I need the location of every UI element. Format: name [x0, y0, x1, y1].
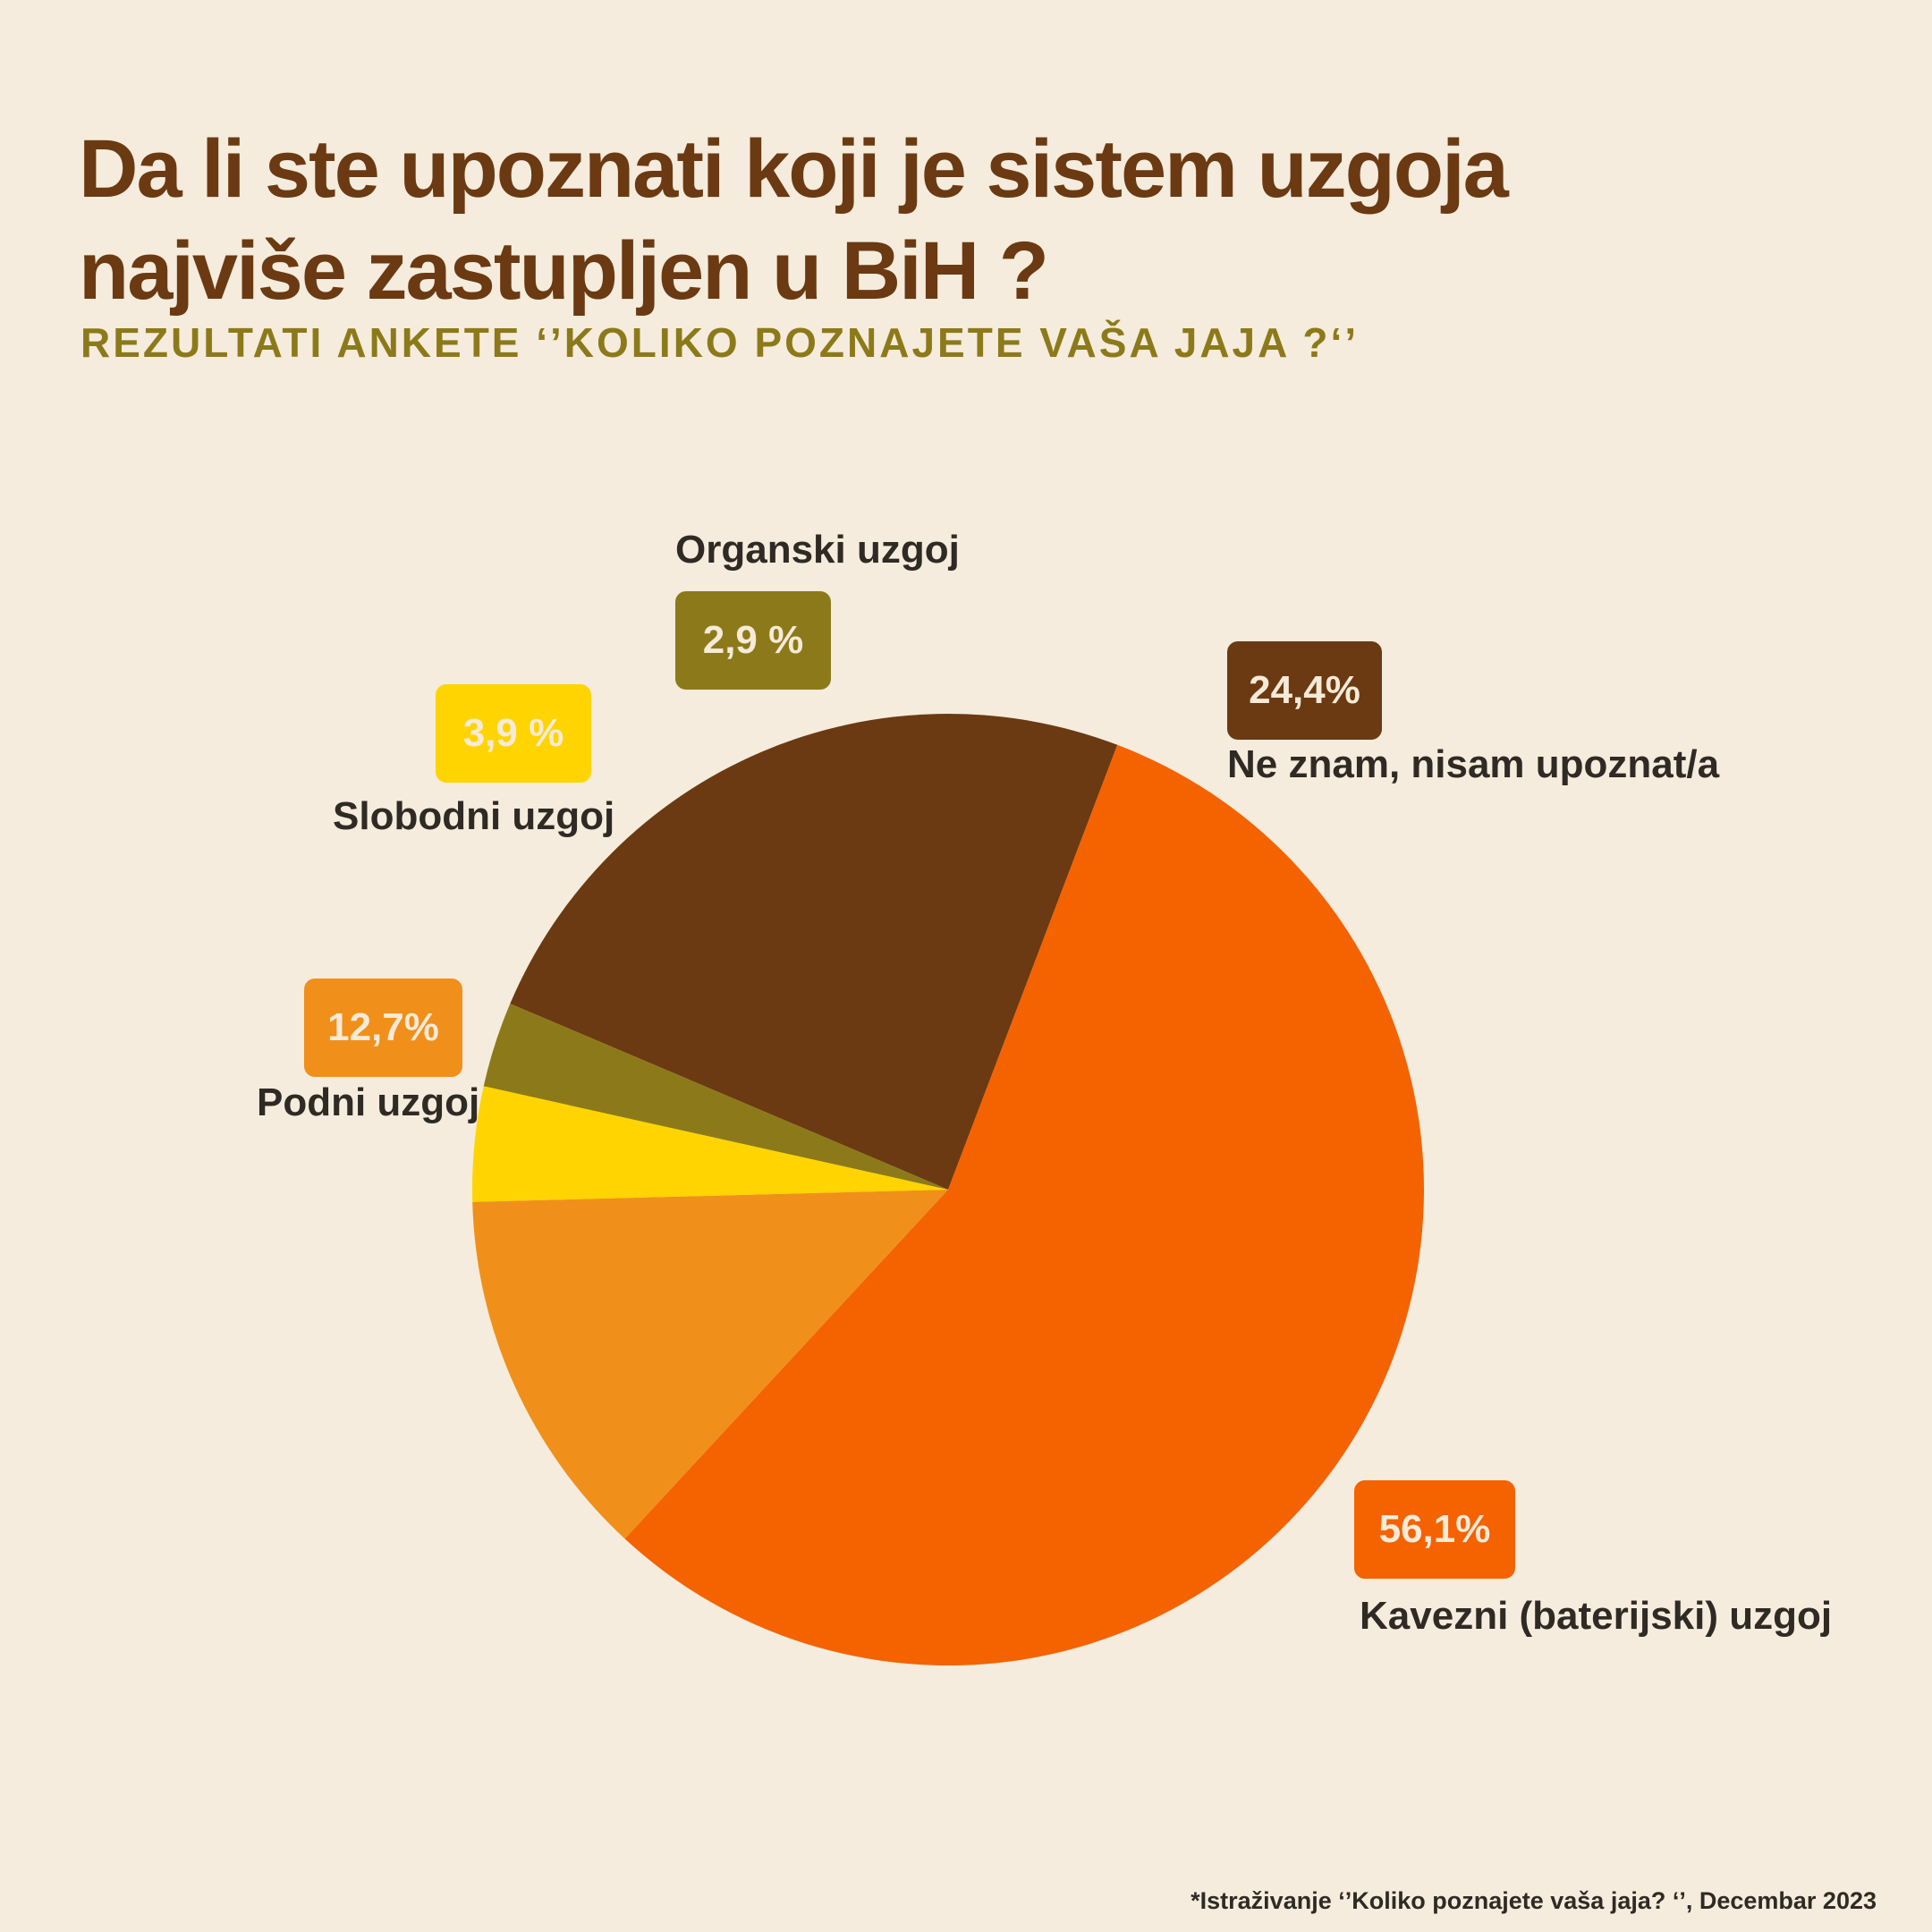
legend-label-slobodni: Slobodni uzgoj: [333, 794, 615, 838]
legend-label-podni: Podni uzgoj: [257, 1080, 480, 1124]
chart-subtitle: REZULTATI ANKETE ‘’KOLIKO POZNAJETE VAŠA…: [80, 319, 1360, 366]
legend-label-ne-znam: Ne znam, nisam upoznat/a: [1227, 742, 1720, 786]
data-label-podni: 12,7%: [304, 979, 462, 1077]
pie-slice-slobodni: [472, 1086, 948, 1202]
pie-slice-ne: [510, 713, 1118, 1190]
pie-slice-kavezni: [624, 744, 1425, 1665]
data-label-organski: 2,9 %: [675, 591, 831, 690]
chart-title: Da li ste upoznati koji je sistem uzgoja…: [79, 123, 1509, 317]
legend-label-organski: Organski uzgoj: [675, 528, 960, 572]
pie-slice-podni: [472, 1190, 948, 1539]
data-label-kavezni: 56,1%: [1354, 1480, 1515, 1579]
footnote: *Istraživanje ‘’Koliko poznajete vaša ja…: [1191, 1887, 1877, 1914]
data-label-ne-znam: 24,4%: [1227, 641, 1382, 740]
legend-label-kavezni: Kavezni (baterijski) uzgoj: [1360, 1594, 1833, 1638]
data-label-slobodni: 3,9 %: [436, 684, 591, 783]
pie-slice-organski: [483, 1004, 948, 1190]
